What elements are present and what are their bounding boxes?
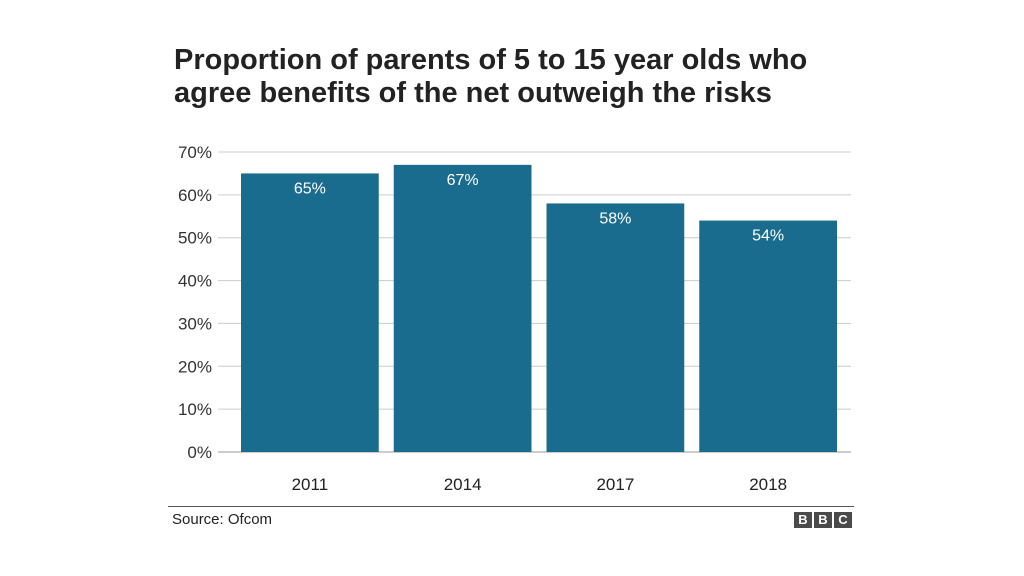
y-tick-label: 50% [178,229,212,248]
source-note: Source: Ofcom [172,511,273,528]
y-tick-label: 20% [178,357,212,376]
data-label: 67% [447,172,479,189]
chart-title: Proportion of parents of 5 to 15 year ol… [174,44,874,110]
x-axis: 2011 2014 2017 2018 [292,475,787,494]
x-tick-label: 2011 [292,475,329,494]
y-tick-label: 30% [178,314,212,333]
data-label: 58% [599,210,631,227]
data-label: 54% [752,228,784,245]
y-tick-label: 0% [187,443,212,462]
y-axis: 0% 10% 20% 30% 40% 50% 60% 70% [178,143,212,462]
logo-letter: B [814,512,832,528]
bar-2014 [393,164,532,452]
x-tick-label: 2014 [444,475,482,494]
x-tick-label: 2017 [596,475,634,494]
bar-2011 [241,173,379,452]
chart-title-line-1: Proportion of parents of 5 to 15 year ol… [174,44,808,76]
y-tick-label: 70% [178,143,212,162]
logo-letter: C [834,512,852,528]
logo-letter: B [794,512,812,528]
bbc-logo: B B C [794,512,852,528]
chart-title-line-2: agree benefits of the net outweigh the r… [174,77,772,109]
y-tick-label: 60% [178,186,212,205]
x-tick-label: 2018 [749,475,787,494]
y-tick-label: 10% [178,400,212,419]
bar-2018 [699,220,837,452]
data-label: 65% [294,180,326,197]
y-tick-label: 40% [178,272,212,291]
footer-divider [168,506,854,507]
bar-2017 [546,203,685,452]
bars: 65% 67% 58% 54% [241,164,837,452]
